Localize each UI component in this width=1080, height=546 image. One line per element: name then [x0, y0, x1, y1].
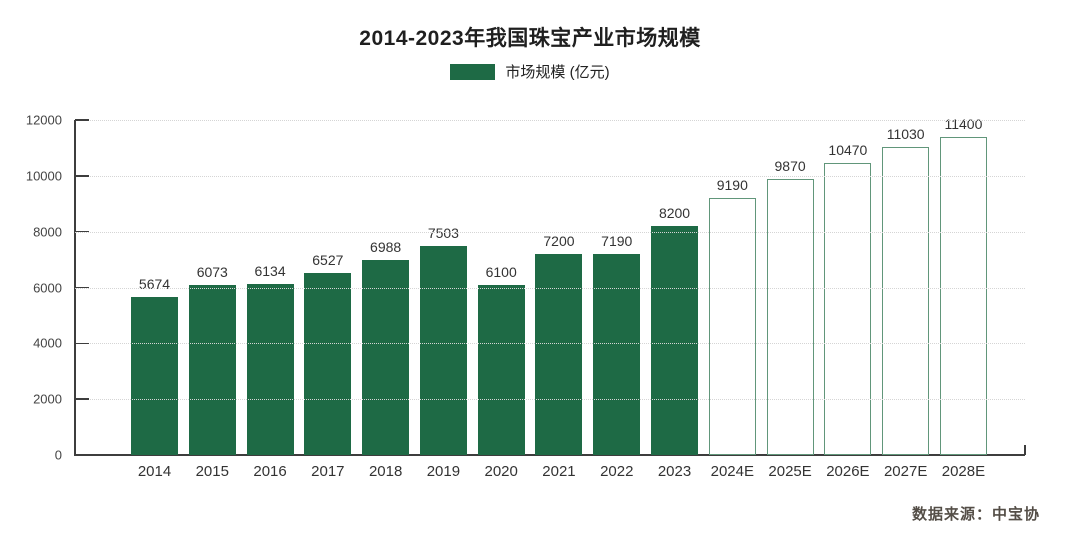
y-tick-2000: [75, 398, 89, 400]
bar-2023: [651, 226, 699, 455]
bar-slot-2016: 6134 2016: [246, 120, 294, 480]
y-axis-label-10000: 10000: [25, 168, 62, 184]
bar-2026E: [824, 162, 872, 455]
y-axis-label-2000: 2000: [33, 391, 62, 407]
x-axis-label-2023: 2023: [657, 463, 692, 480]
x-axis-label-2027E: 2027E: [883, 463, 928, 480]
gridline-8000: [75, 231, 1025, 233]
bar-2018: [362, 259, 410, 455]
y-tick-6000: [75, 286, 89, 289]
bar-value-2023: 8200: [658, 205, 691, 222]
x-axis-label-2026E: 2026E: [826, 463, 870, 480]
bar-2020: [477, 284, 525, 455]
bar-slot-2027E: 11030 2027E: [882, 120, 930, 480]
bar-slot-2028E: 11400 2028E: [939, 116, 987, 480]
bar-value-2020: 6100: [485, 263, 517, 280]
bar-value-2016: 6134: [254, 262, 286, 279]
gridline-4000: [75, 343, 1025, 345]
x-axis-label-2017: 2017: [311, 463, 345, 480]
bar-value-2026E: 10470: [828, 141, 868, 158]
bar-slot-2015: 6073 2015: [188, 120, 236, 480]
bar-value-2028E: 11400: [944, 115, 983, 132]
bar-slot-2017: 6527 2017: [304, 120, 352, 480]
bar-2028E: [939, 136, 987, 455]
x-axis-label-2022: 2022: [600, 463, 634, 480]
x-axis-label-2019: 2019: [426, 463, 461, 480]
bar-value-2018: 6988: [370, 238, 402, 255]
x-axis-label-2016: 2016: [253, 463, 287, 480]
y-tick-4000: [75, 342, 89, 345]
y-axis-label-4000: 4000: [33, 335, 62, 351]
bar-value-2027E: 11030: [886, 126, 925, 143]
legend-label: 市场规模 (亿元): [505, 64, 610, 81]
bar-value-2021: 7200: [543, 233, 575, 249]
bar-value-2017: 6527: [312, 251, 344, 268]
bar-value-2022: 7190: [601, 233, 633, 250]
bar-slot-2018: 6988 2018: [362, 120, 410, 480]
y-axis-label-8000: 8000: [33, 224, 62, 240]
y-tick-0: [75, 454, 89, 456]
gridline-2000: [75, 399, 1025, 401]
bar-value-2014: 5674: [138, 275, 171, 292]
x-axis-label-2015: 2015: [195, 463, 229, 480]
y-tick-12000: [75, 119, 89, 121]
x-axis-label-2014: 2014: [137, 463, 172, 480]
x-axis-label-2024E: 2024E: [710, 463, 754, 480]
bar-slot-2020: 6100 2020: [477, 120, 525, 480]
chart-title: 2014-2023年我国珠宝产业市场规模: [359, 27, 701, 50]
y-tick-10000: [75, 175, 89, 177]
bar-2016: [246, 283, 294, 455]
x-axis-label-2018: 2018: [368, 463, 403, 480]
x-axis-end-tick: [1024, 445, 1026, 455]
bar-row: 5674 2014 6073 2015 6134 2016 6527 2017 6988 2018…: [75, 116, 1025, 480]
bar-slot-2019: 7503 2019: [419, 120, 467, 480]
bar-2015: [188, 285, 236, 455]
bar-2021: [535, 254, 583, 455]
x-axis-label-2025E: 2025E: [768, 463, 812, 480]
bar-slot-2025E: 9870 2025E: [766, 120, 814, 480]
bar-2017: [304, 272, 352, 455]
bar-2024E: [708, 198, 756, 455]
bar-value-2015: 6073: [196, 264, 228, 281]
chart-legend: 市场规模 (亿元): [0, 61, 1060, 82]
y-axis-label-6000: 6000: [33, 280, 62, 295]
bar-value-2024E: 9190: [716, 177, 748, 194]
gridline-10000: [75, 175, 1025, 177]
bar-2019: [419, 245, 467, 455]
bar-2022: [593, 254, 641, 455]
legend-swatch-icon: [450, 63, 496, 80]
plot-area: 5674 2014 6073 2015 6134 2016 6527 2017 6988 2018…: [75, 116, 1025, 480]
bar-2014: [131, 296, 178, 455]
y-axis-label-0: 0: [54, 447, 62, 463]
y-axis-line: [74, 120, 76, 455]
x-axis-label-2020: 2020: [484, 463, 518, 480]
y-tick-8000: [75, 230, 89, 233]
bar-2027E: [882, 147, 930, 455]
bar-slot-2024E: 9190 2024E: [708, 120, 756, 480]
gridline-6000: [75, 287, 1025, 289]
bar-value-2025E: 9870: [774, 158, 806, 175]
bar-slot-2026E: 10470 2026E: [824, 120, 872, 480]
gridline-12000: [75, 120, 1025, 121]
x-axis-label-2021: 2021: [542, 463, 576, 480]
y-axis-label-12000: 12000: [25, 112, 62, 128]
x-axis-label-2028E: 2028E: [941, 463, 986, 480]
bar-slot-2023: 8200 2023: [651, 120, 699, 480]
bar-2025E: [766, 179, 814, 455]
source-note: 数据来源：中宝协: [911, 506, 1040, 523]
